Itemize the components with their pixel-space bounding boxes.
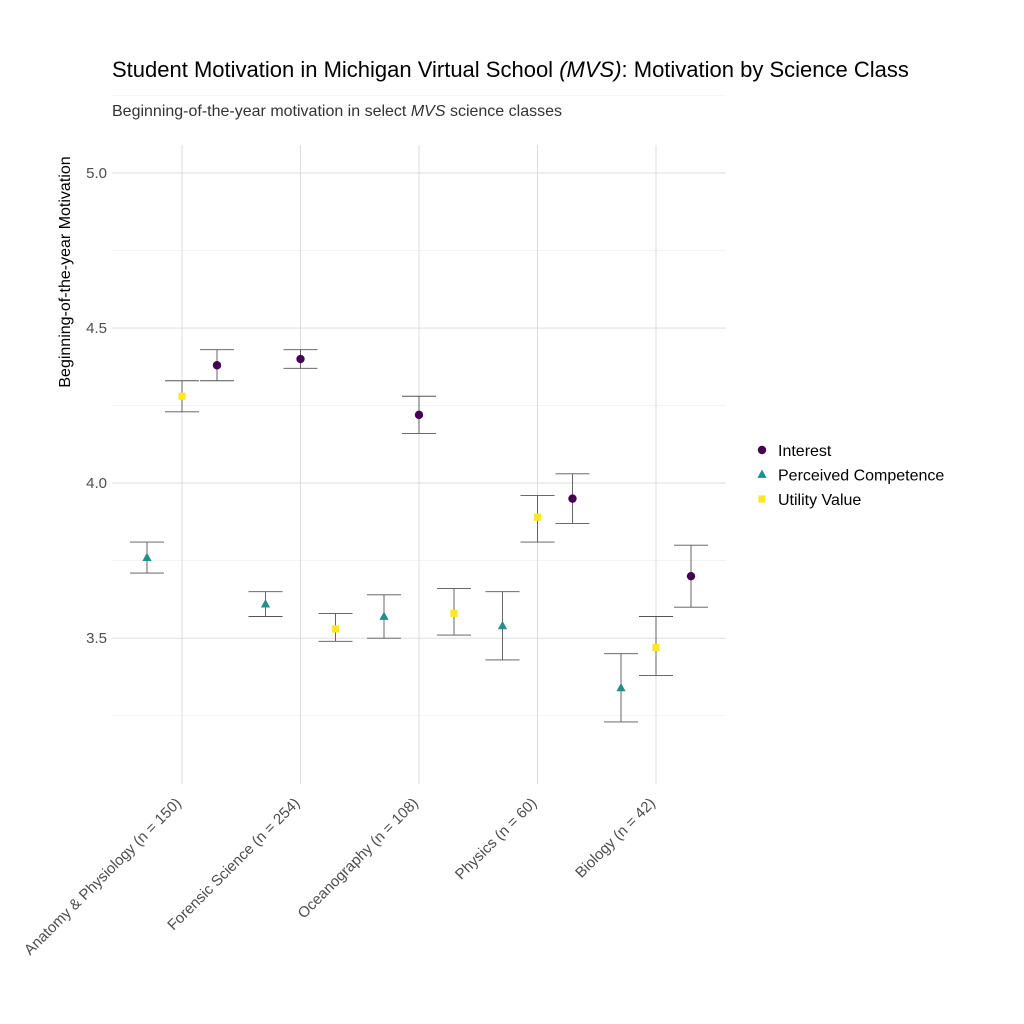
y-axis-label: Beginning-of-the-year Motivation (57, 156, 74, 387)
x-tick-label: Oceanography (n = 108) (295, 795, 422, 922)
data-point-perceived-competence (497, 620, 508, 630)
data-point-utility-value (450, 609, 458, 617)
chart-title-italic: (MVS) (559, 57, 621, 82)
y-tick-label: 4.0 (86, 475, 107, 492)
legend-utility-value-label: Utility Value (778, 492, 861, 509)
data-point-perceived-competence (616, 682, 626, 692)
data-point-utility-value (533, 513, 542, 521)
chart-title-suffix: : Motivation by Science Class (622, 57, 909, 82)
legend: Interest Perceived Competence Utility Valu… (757, 443, 944, 509)
legend-perceived-competence-key (757, 469, 767, 478)
data-point-interest (414, 410, 424, 420)
data-point-utility-value (652, 643, 660, 652)
data-point-interest (568, 494, 577, 503)
chart-subtitle: Beginning-of-the-year motivation in sele… (112, 103, 562, 120)
legend-perceived-competence-label: Perceived Competence (778, 468, 944, 485)
plot-area: 3.5 4.0 4.5 5.0 Anatomy & Physiology (n = 15… (21, 95, 726, 959)
data-point-interest (212, 361, 222, 370)
data-point-perceived-competence (379, 611, 389, 620)
chart-subtitle-prefix: Beginning-of-the-year motivation in sele… (112, 103, 411, 120)
data-point-utility-value (331, 625, 340, 633)
legend-utility-value-key (758, 495, 766, 503)
chart-title-prefix: Student Motivation in Michigan Virtual S… (112, 57, 559, 82)
data-point-perceived-competence (260, 599, 271, 608)
x-tick-label: Forensic Science (n = 254) (164, 795, 303, 934)
data-point-interest (686, 571, 696, 581)
y-tick-label: 4.5 (86, 320, 107, 337)
x-tick-label: Anatomy & Physiology (n = 150) (21, 795, 185, 959)
data-point-perceived-competence (142, 552, 152, 561)
y-tick-label: 5.0 (86, 165, 107, 182)
chart-title: Student Motivation in Michigan Virtual S… (112, 57, 909, 82)
data-point-interest (296, 354, 305, 364)
chart-subtitle-italic: MVS (411, 103, 446, 120)
legend-interest-label: Interest (778, 443, 832, 460)
data-point-utility-value (178, 392, 186, 400)
chart-subtitle-suffix: science classes (446, 103, 563, 120)
legend-interest-key (757, 445, 767, 455)
y-tick-label: 3.5 (86, 630, 107, 647)
x-tick-label: Biology (n = 42) (572, 795, 659, 882)
x-tick-label: Physics (n = 60) (452, 795, 540, 883)
